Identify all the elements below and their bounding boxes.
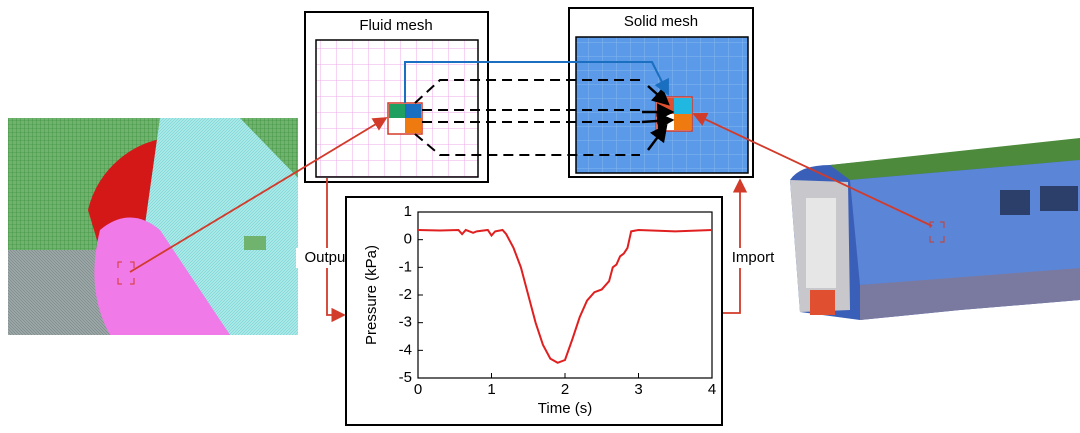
x-tick-label: 4: [708, 381, 716, 398]
y-tick-label: 0: [404, 231, 412, 248]
blue-arrow: [404, 61, 669, 103]
train-image: [790, 138, 1080, 320]
mapping-lines: [414, 79, 640, 156]
fluid-cell: [387, 102, 423, 135]
label-bg: [725, 248, 781, 268]
y-tick-label: -1: [399, 258, 412, 275]
y-tick-label: -4: [399, 341, 412, 358]
x-axis-label: Time (s): [538, 400, 592, 417]
red-arrows: [129, 112, 933, 323]
import-label: Import: [732, 249, 775, 266]
x-tick-label: 2: [561, 381, 569, 398]
y-tick-label: -2: [399, 286, 412, 303]
chart-frame: [345, 196, 723, 426]
pressure-line: [417, 228, 713, 364]
x-tick-label: 1: [487, 381, 495, 398]
output-label: Output: [304, 249, 350, 266]
y-tick-label: -3: [399, 314, 412, 331]
solid-cell: [655, 96, 693, 132]
x-tick-label: 0: [414, 381, 422, 398]
label-bg: [296, 248, 358, 268]
y-tick-label: 1: [404, 203, 412, 220]
y-axis-label: Pressure (kPa): [363, 245, 380, 345]
y-tick-label: -5: [399, 369, 412, 386]
fluid-domain-image: [8, 118, 298, 335]
fluid-mesh-label: Fluid mesh: [359, 17, 432, 34]
x-tick-label: 3: [634, 381, 642, 398]
solid-mesh-label: Solid mesh: [624, 13, 698, 30]
